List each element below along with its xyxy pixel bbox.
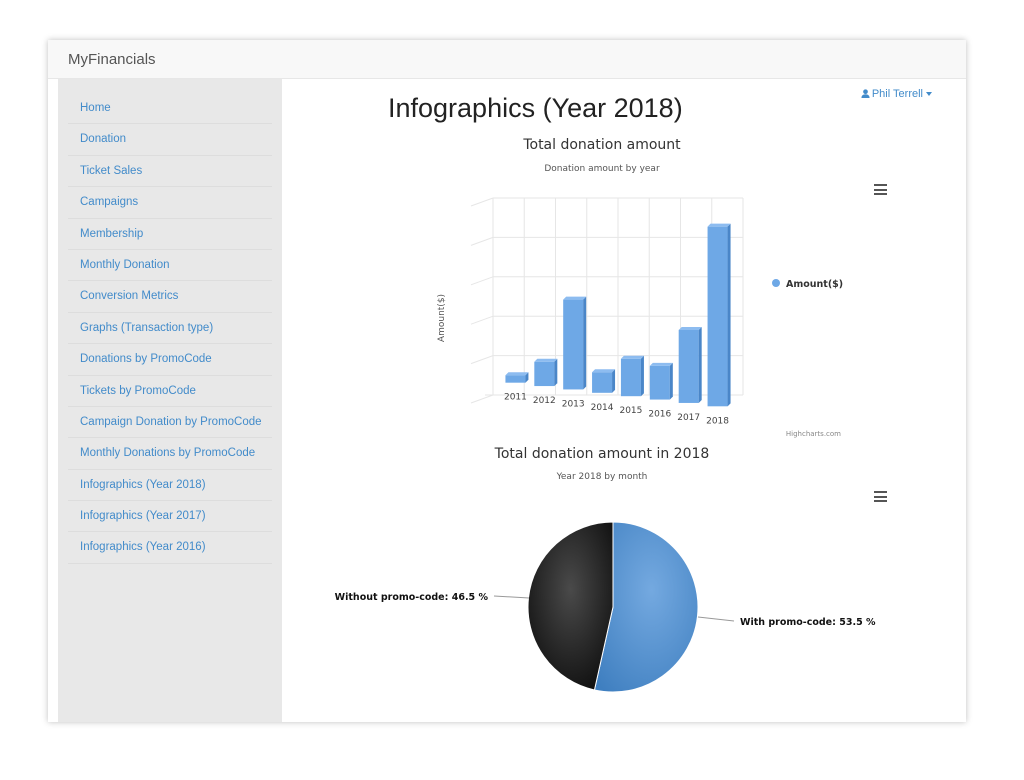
legend-item-amount: Amount($) — [786, 279, 843, 290]
bar-2011[interactable] — [505, 372, 529, 383]
pie-chart-subtitle: Year 2018 by month — [556, 472, 648, 482]
page-title: Infographics (Year 2018) — [388, 93, 683, 123]
user-name: Phil Terrell — [871, 88, 923, 100]
bar-2017[interactable] — [678, 326, 702, 403]
bar-chart-title: Total donation amount — [523, 137, 681, 153]
x-tick-label: 2017 — [677, 413, 700, 423]
bar-chart: 2011 2012 2013 2014 2015 2016 2017 2018 Amount(… — [335, 197, 876, 693]
sidebar-item-home[interactable]: Home — [68, 93, 272, 125]
x-tick-label: 2015 — [619, 406, 642, 416]
x-tick-label: 2014 — [591, 403, 614, 413]
x-tick-label: 2018 — [706, 416, 729, 426]
x-tick-label: 2012 — [533, 396, 556, 406]
pie-connector — [493, 595, 530, 599]
pie-slice-label: Without promo-code: 46.5 % — [335, 592, 489, 603]
pie-connector — [697, 616, 735, 622]
bar-2015[interactable] — [620, 355, 644, 397]
bar-chart-menu-icon[interactable] — [874, 184, 887, 195]
sidebar-item-monthly-donation[interactable]: Monthly Donation — [68, 250, 272, 282]
bar-2014[interactable] — [592, 369, 616, 393]
pie-slice-label: With promo-code: 53.5 % — [740, 617, 876, 628]
x-tick-label: 2016 — [648, 410, 671, 420]
app-window: MyFinancials Home Donation Ticket Sales … — [48, 40, 966, 722]
sidebar-item-donations-by-promocode[interactable]: Donations by PromoCode — [68, 344, 272, 376]
sidebar-item-campaigns[interactable]: Campaigns — [68, 187, 272, 219]
bar-chart-bars — [505, 223, 731, 407]
x-tick-label: 2013 — [562, 399, 585, 409]
sidebar-item-conversion-metrics[interactable]: Conversion Metrics — [68, 281, 272, 313]
sidebar-item-infographics-2016[interactable]: Infographics (Year 2016) — [68, 532, 272, 564]
sidebar-item-tickets-by-promocode[interactable]: Tickets by PromoCode — [68, 376, 272, 407]
sidebar-item-monthly-donations-by-promocode[interactable]: Monthly Donations by PromoCode — [68, 438, 272, 470]
sidebar-item-infographics-2018[interactable]: Infographics (Year 2018) — [68, 470, 272, 502]
user-icon — [861, 89, 870, 98]
user-menu[interactable]: Phil Terrell — [861, 88, 932, 100]
caret-down-icon — [926, 92, 932, 97]
brand-name[interactable]: MyFinancials — [68, 51, 156, 68]
pie-slice[interactable] — [593, 521, 699, 693]
sidebar: Home Donation Ticket Sales Campaigns Mem… — [58, 79, 282, 722]
bar-2018[interactable] — [707, 223, 731, 407]
legend-marker — [772, 279, 780, 287]
sidebar-item-donation[interactable]: Donation — [68, 124, 272, 156]
bar-chart-legend[interactable]: Amount($) — [772, 279, 843, 290]
sidebar-item-graphs[interactable]: Graphs (Transaction type) — [68, 313, 272, 345]
bar-chart-subtitle: Donation amount by year — [544, 164, 660, 174]
sidebar-item-infographics-2017[interactable]: Infographics (Year 2017) — [68, 501, 272, 533]
pie-chart: With promo-code: 53.5 % Without promo-cod… — [335, 521, 876, 693]
sidebar-item-campaign-donation-by-promocode[interactable]: Campaign Donation by PromoCode — [68, 407, 272, 439]
x-tick-label: 2011 — [504, 393, 527, 403]
main-content: Phil Terrell Infographics (Year 2018) To… — [282, 79, 966, 722]
navbar: MyFinancials — [48, 40, 966, 79]
pie-chart-title: Total donation amount in 2018 — [494, 446, 710, 462]
pie-slice[interactable] — [527, 521, 614, 691]
sidebar-item-ticket-sales[interactable]: Ticket Sales — [68, 156, 272, 188]
bar-chart-x-ticks: 2011 2012 2013 2014 2015 2016 2017 2018 — [504, 393, 729, 427]
bar-chart-y-axis-label: Amount($) — [437, 294, 447, 342]
highcharts-credits[interactable]: Highcharts.com — [786, 430, 841, 438]
bar-2012[interactable] — [534, 358, 558, 387]
sidebar-menu: Home Donation Ticket Sales Campaigns Mem… — [58, 79, 282, 564]
bar-2016[interactable] — [649, 362, 673, 400]
sidebar-item-membership[interactable]: Membership — [68, 219, 272, 250]
pie-chart-menu-icon[interactable] — [874, 491, 887, 502]
bar-2013[interactable] — [563, 296, 587, 390]
